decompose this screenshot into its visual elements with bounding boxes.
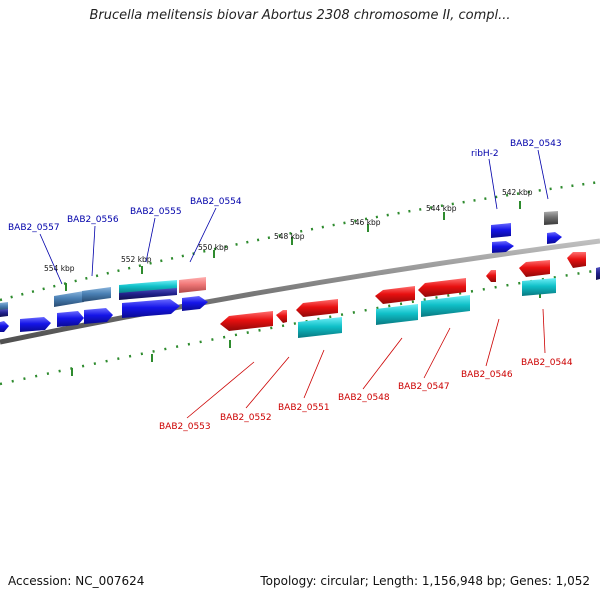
gene-red [519, 260, 550, 277]
gene-pink [179, 277, 206, 293]
reverse-label-leaders [186, 308, 546, 419]
gene-label-BAB2_0556: BAB2_0556 [67, 215, 119, 225]
forward-genes-outer [0, 211, 558, 317]
scale-label-544: 544 kbp [426, 204, 457, 213]
chromosome-backbone [0, 238, 600, 345]
scale-label-546: 546 kbp [350, 218, 381, 227]
gene-cyan [298, 317, 342, 338]
gene-blue [182, 296, 208, 311]
gene-label-BAB2_0548: BAB2_0548 [338, 393, 390, 403]
gene-blue [57, 311, 84, 327]
gene-cyan [376, 304, 418, 325]
gene-label-BAB2_0546: BAB2_0546 [461, 370, 513, 380]
gene-label-BAB2_0552: BAB2_0552 [220, 413, 272, 423]
gene-label-BAB2_0555: BAB2_0555 [130, 207, 182, 217]
genome-summary-text: Topology: circular; Length: 1,156,948 bp… [260, 574, 590, 588]
forward-genes-inner [0, 232, 600, 332]
gene-navy [596, 267, 600, 280]
gene-navy [119, 288, 177, 300]
gene-red [418, 278, 466, 297]
gene-label-BAB2_0544: BAB2_0544 [521, 358, 573, 368]
forward-label-leaders [39, 149, 549, 285]
gene-red [486, 270, 496, 282]
gene-label-BAB2_0553: BAB2_0553 [159, 422, 211, 432]
gene-label-BAB2_0551: BAB2_0551 [278, 403, 330, 413]
gene-blue [122, 299, 180, 318]
gene-cyan [421, 295, 470, 317]
gene-label-BAB2_0557: BAB2_0557 [8, 223, 60, 233]
gene-steel [54, 291, 84, 307]
major-ticks-outer [65, 201, 521, 291]
gene-cyan [522, 278, 556, 296]
gene-steel [0, 302, 8, 311]
gene-red [220, 311, 273, 331]
gene-label-BAB2_0554: BAB2_0554 [190, 197, 242, 207]
gene-red [276, 310, 287, 323]
scale-track-inner [0, 268, 600, 386]
gene-blue [0, 321, 9, 332]
gene-red [567, 252, 586, 268]
gene-label-ribH-2: ribH-2 [471, 149, 499, 159]
scale-label-552: 552 kbp [121, 255, 152, 264]
gene-blue [547, 232, 562, 244]
gene-steel [82, 287, 111, 302]
scale-label-554: 554 kbp [44, 264, 75, 273]
gene-gray [544, 211, 558, 225]
gene-label-BAB2_0547: BAB2_0547 [398, 382, 450, 392]
gene-red [375, 286, 415, 304]
scale-label-550: 550 kbp [198, 243, 229, 252]
scale-track-outer [0, 180, 600, 302]
reverse-genes [220, 252, 586, 338]
scale-label-548: 548 kbp [274, 232, 305, 241]
gene-label-BAB2_0543: BAB2_0543 [510, 139, 562, 149]
gene-blue [492, 241, 514, 253]
gene-blue [84, 308, 113, 324]
gene-red [296, 299, 338, 317]
scale-label-542: 542 kbp [502, 188, 533, 197]
gene-blue [20, 317, 51, 332]
gene-blue [491, 223, 511, 238]
accession-text: Accession: NC_007624 [8, 574, 145, 588]
gene-navy [0, 309, 8, 317]
map-title: Brucella melitensis biovar Abortus 2308 … [89, 8, 511, 23]
gene-cyan-blue [119, 280, 177, 294]
